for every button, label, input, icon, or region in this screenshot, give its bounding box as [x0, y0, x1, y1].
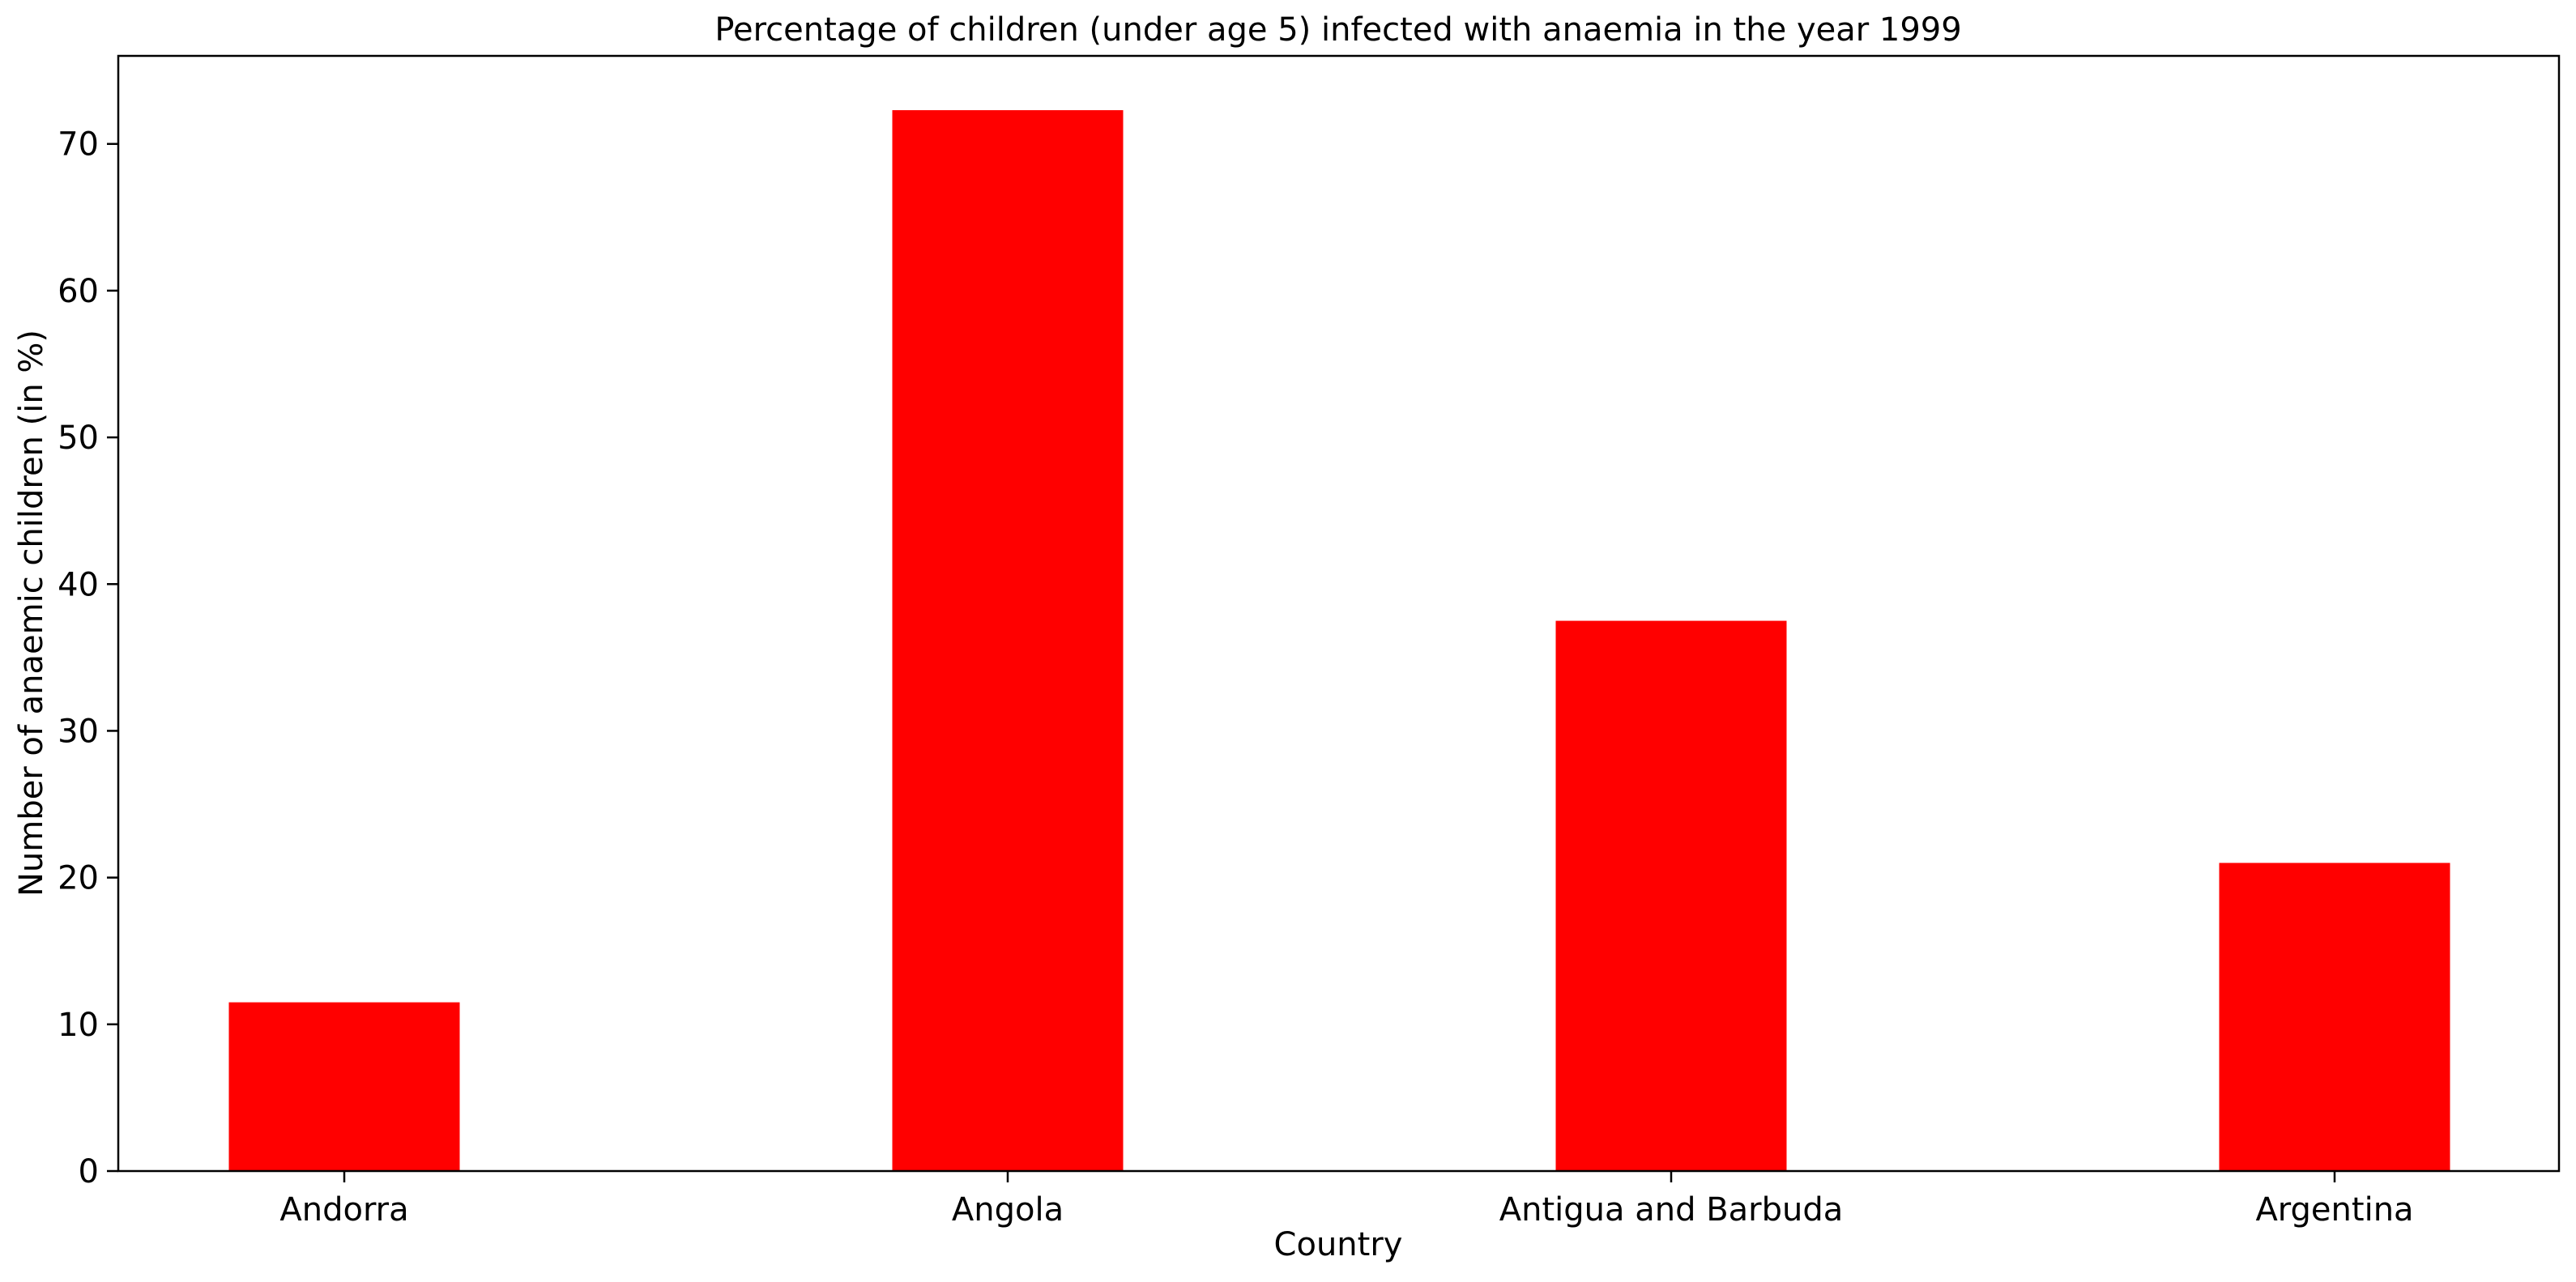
y-tick-label: 60 — [58, 273, 99, 310]
y-tick-label: 20 — [58, 860, 99, 897]
x-axis-label: Country — [1274, 1226, 1403, 1263]
y-tick-label: 30 — [58, 713, 99, 750]
y-tick-label: 0 — [79, 1153, 99, 1190]
plot-frame — [117, 54, 2561, 1173]
y-axis-label: Number of anaemic children (in %) — [13, 330, 50, 897]
y-tick-label: 40 — [58, 566, 99, 603]
y-tick-label: 50 — [58, 420, 99, 457]
chart-title: Percentage of children (under age 5) inf… — [714, 11, 1961, 49]
y-tick-label: 10 — [58, 1007, 99, 1044]
x-tick-label: Antigua and Barbuda — [1499, 1191, 1844, 1229]
x-axis: Andorra Angola Antigua and Barbuda Argentin… — [279, 1171, 2414, 1229]
bar-antigua-and-barbuda — [1555, 620, 1787, 1171]
x-tick-label: Andorra — [279, 1191, 408, 1229]
y-tick-label: 70 — [58, 126, 99, 164]
x-tick-label: Argentina — [2255, 1191, 2413, 1229]
bar-angola — [892, 110, 1124, 1171]
bars-group — [228, 110, 2450, 1171]
bar-andorra — [228, 1002, 460, 1171]
y-axis: 0 10 20 30 40 50 60 70 — [58, 126, 118, 1190]
x-tick-label: Angola — [952, 1191, 1064, 1229]
bar-argentina — [2219, 862, 2450, 1171]
